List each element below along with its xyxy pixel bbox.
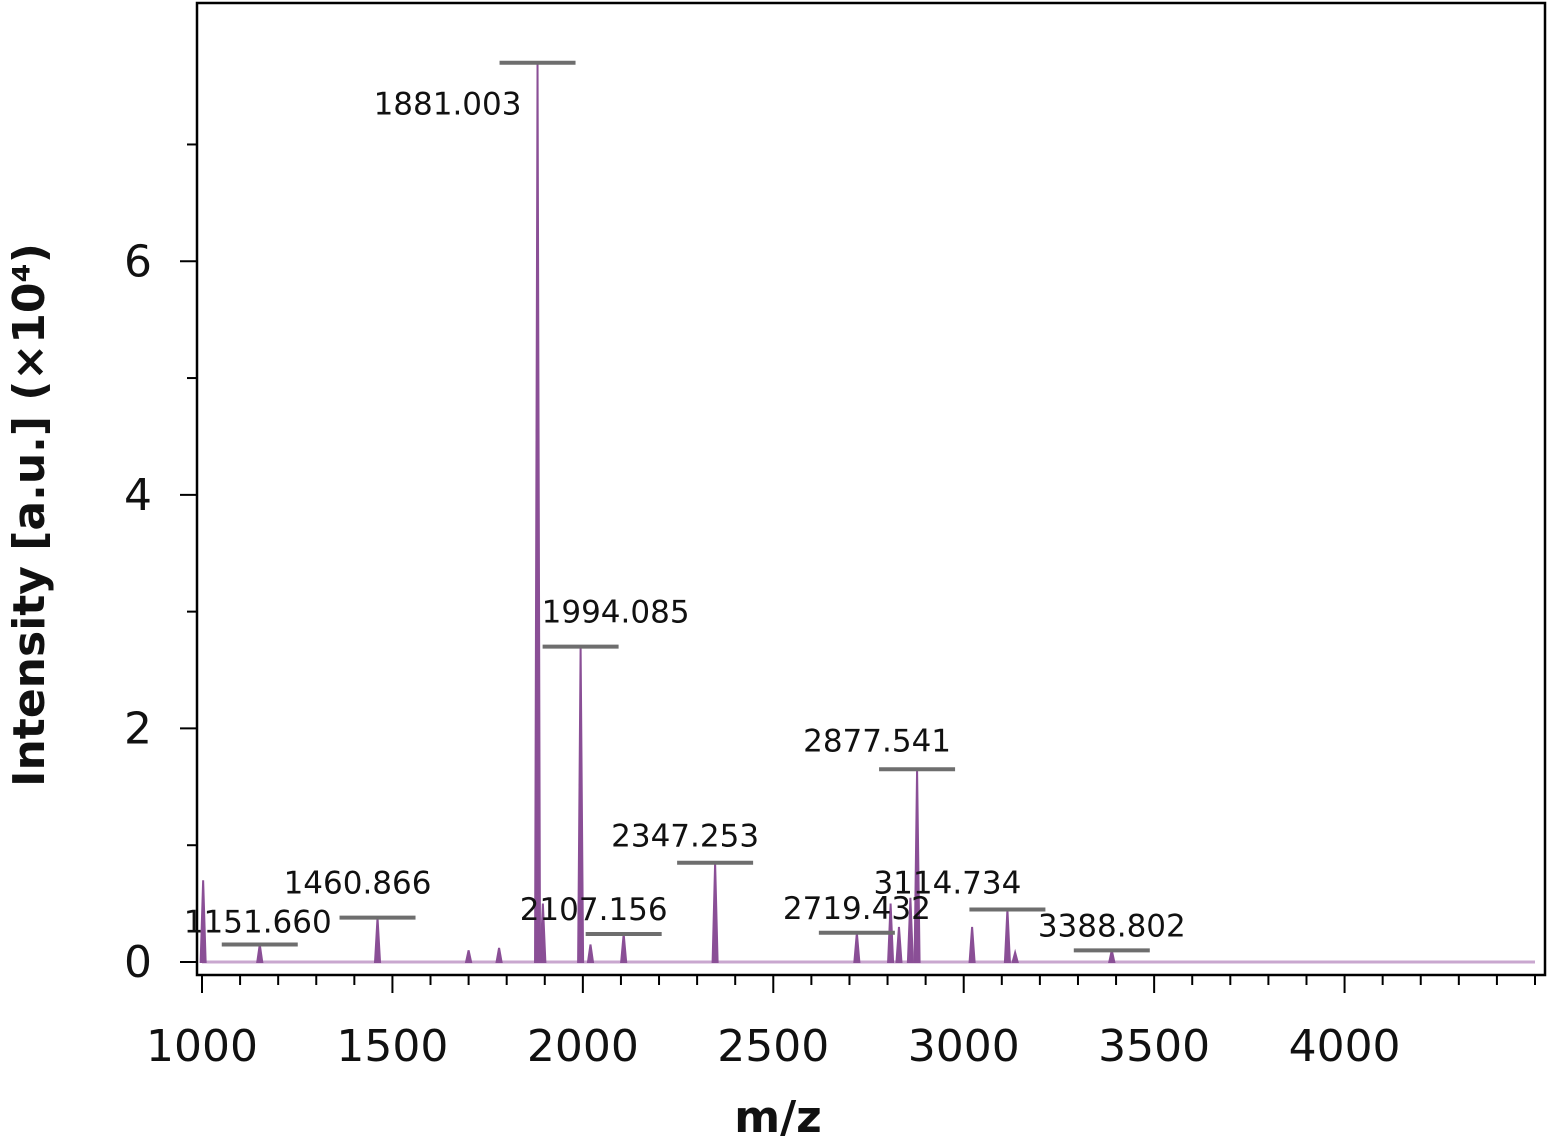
x-tick-label: 2000 [527,1021,639,1072]
minor-peak [906,897,914,963]
x-axis: 1000 1500 2000 2500 3000 3500 4000 [146,974,1545,1072]
y-tick-label: 6 [124,236,152,287]
peak-label: 2877.541 [803,723,951,759]
y-tick-label: 2 [124,703,152,754]
x-tick-label: 1000 [146,1021,258,1072]
minor-peak [199,880,207,963]
labeled-peak [534,62,542,963]
y-axis: 0 2 4 6 [124,3,198,988]
peak-label: 1151.660 [184,904,332,940]
x-tick-label: 2500 [717,1021,829,1072]
x-axis-title: m/z [734,1092,822,1139]
y-axis-title-text: Intensity [a.u.] [4,416,55,787]
minor-peak [495,947,503,963]
x-tick-label: 1500 [336,1021,448,1072]
peak-label: 3388.802 [1038,908,1186,944]
y-axis-multiplier: (×10⁴) [4,243,55,401]
labeled-peak [373,917,382,963]
labeled-peak [711,862,719,963]
y-tick-label: 0 [124,937,152,988]
peak-label: 2107.156 [520,892,668,928]
peak-label: 1994.085 [542,595,690,631]
minor-peak [539,903,547,963]
peak-label: 3114.734 [873,865,1021,901]
labeled-peak [620,933,628,963]
plot-frame [195,1,1547,977]
minor-peak [1011,948,1019,963]
y-tick-label: 4 [124,470,152,521]
labeled-peak [1003,909,1011,963]
labeled-peak [913,769,921,963]
peak-label: 2347.253 [611,819,759,855]
peak-label: 1881.003 [374,87,522,123]
x-tick-label: 3000 [908,1021,1020,1072]
x-tick-label: 4000 [1289,1021,1401,1072]
labeled-peak [1108,950,1116,963]
peak-label: 2719.432 [783,891,931,927]
minor-peak [464,950,473,963]
x-tick-label: 3500 [1098,1021,1210,1072]
spectrum-peaks [199,62,1116,963]
minor-peak [895,926,903,963]
labeled-peak [853,932,861,963]
labeled-peak [577,646,585,963]
peak-label: 1460.866 [284,866,432,902]
minor-peak [586,944,595,963]
minor-peak [968,926,976,963]
labeled-peak [256,944,264,963]
y-axis-title: Intensity [a.u.] (×10⁴) [4,243,55,787]
